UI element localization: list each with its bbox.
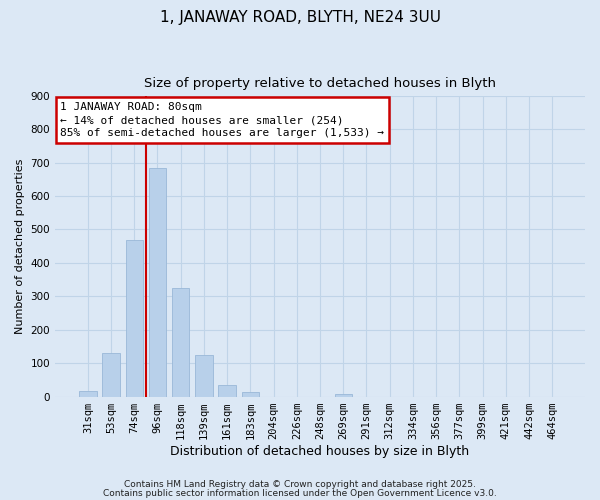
Bar xyxy=(172,288,190,397)
Text: 1 JANAWAY ROAD: 80sqm
← 14% of detached houses are smaller (254)
85% of semi-det: 1 JANAWAY ROAD: 80sqm ← 14% of detached … xyxy=(61,102,385,138)
Bar xyxy=(242,392,259,396)
Text: 1, JANAWAY ROAD, BLYTH, NE24 3UU: 1, JANAWAY ROAD, BLYTH, NE24 3UU xyxy=(160,10,440,25)
Bar xyxy=(79,390,97,396)
Text: Contains HM Land Registry data © Crown copyright and database right 2025.: Contains HM Land Registry data © Crown c… xyxy=(124,480,476,489)
Bar xyxy=(149,168,166,396)
Y-axis label: Number of detached properties: Number of detached properties xyxy=(15,158,25,334)
Bar xyxy=(103,353,120,397)
Bar xyxy=(195,355,212,397)
X-axis label: Distribution of detached houses by size in Blyth: Distribution of detached houses by size … xyxy=(170,444,470,458)
Text: Contains public sector information licensed under the Open Government Licence v3: Contains public sector information licen… xyxy=(103,488,497,498)
Title: Size of property relative to detached houses in Blyth: Size of property relative to detached ho… xyxy=(144,78,496,90)
Bar xyxy=(218,385,236,396)
Bar xyxy=(335,394,352,396)
Bar xyxy=(125,240,143,396)
